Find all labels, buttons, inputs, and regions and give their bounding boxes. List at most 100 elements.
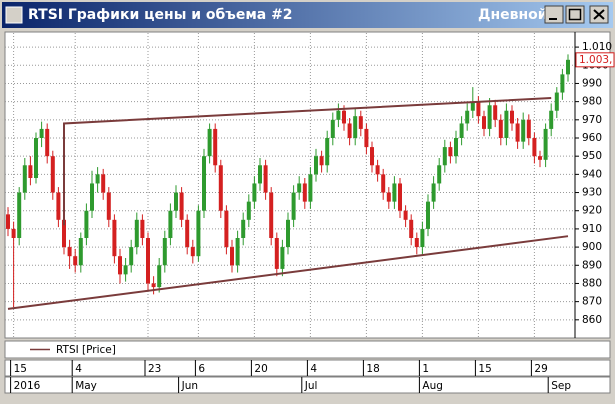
candle-body xyxy=(123,265,128,275)
y-tick-label: 1.010 xyxy=(582,41,612,53)
candle-body xyxy=(213,128,218,166)
candle-body xyxy=(543,128,548,160)
candle-body xyxy=(28,165,33,178)
candle-body xyxy=(263,165,268,193)
month-label: 2016 xyxy=(14,380,41,392)
candle-body xyxy=(34,138,38,178)
minimize-button[interactable] xyxy=(544,5,564,24)
y-tick-label: 960 xyxy=(582,132,602,144)
candle-body xyxy=(521,119,526,142)
candle-body xyxy=(230,247,234,266)
candle-body xyxy=(11,228,16,238)
candle-body xyxy=(325,138,330,166)
candle-body xyxy=(381,174,386,193)
last-price-label: 1.003, xyxy=(579,54,612,66)
candle-body xyxy=(403,210,408,220)
candle-body xyxy=(364,128,369,148)
candle-body xyxy=(45,128,50,157)
y-tick-label: 880 xyxy=(582,277,602,289)
candle-body xyxy=(504,110,509,138)
candle-body xyxy=(190,247,195,257)
candle-body xyxy=(202,156,206,211)
y-tick-label: 990 xyxy=(582,77,602,89)
month-label: Aug xyxy=(422,380,443,392)
x-tick-label: 1 xyxy=(422,363,429,375)
candle-body xyxy=(269,192,274,238)
trendline xyxy=(7,235,569,310)
candle-body xyxy=(465,110,470,124)
candle-body xyxy=(101,174,106,193)
candle-body xyxy=(398,183,402,211)
candle-body xyxy=(291,192,296,220)
month-label: Sep xyxy=(551,380,571,392)
y-tick-label: 890 xyxy=(582,259,602,271)
month-label: May xyxy=(75,380,97,392)
close-button[interactable] xyxy=(589,5,609,24)
y-tick-label: 940 xyxy=(582,168,602,180)
window-title: RTSI Графики цены и объема #2 xyxy=(28,7,293,23)
candle-body xyxy=(140,219,145,238)
candle-body xyxy=(106,192,111,220)
candle-body xyxy=(162,238,167,266)
candle-body xyxy=(90,183,94,211)
plot-area xyxy=(4,31,611,339)
candle-body xyxy=(330,119,335,138)
y-tick-label: 980 xyxy=(582,96,602,108)
candle-body xyxy=(493,105,498,120)
candle-body xyxy=(84,210,89,238)
trendline xyxy=(63,97,552,226)
y-tick-label: 930 xyxy=(582,187,602,199)
candle-body xyxy=(336,110,341,120)
candle-body xyxy=(134,219,139,248)
candle-body xyxy=(207,128,212,157)
candle-body xyxy=(280,247,285,269)
candle-body xyxy=(560,74,565,93)
candle-body xyxy=(22,165,27,193)
candle-body xyxy=(358,116,363,129)
maximize-button[interactable] xyxy=(565,5,585,24)
x-tick-label: 6 xyxy=(198,363,205,375)
candle-body xyxy=(224,210,229,248)
candle-body xyxy=(459,123,464,138)
candle-body xyxy=(151,283,156,288)
period[interactable]: Дневной xyxy=(478,7,548,23)
candle-body xyxy=(118,256,122,275)
candle-body xyxy=(67,247,72,257)
y-tick-label: 910 xyxy=(582,223,602,235)
candle-body xyxy=(241,219,246,238)
candle-body xyxy=(566,59,570,75)
month-axis xyxy=(4,376,611,394)
candle-body xyxy=(347,123,352,138)
candle-body xyxy=(342,110,346,124)
candle-body xyxy=(353,116,358,138)
month-label: Jun xyxy=(181,380,198,392)
candle-body xyxy=(168,210,173,238)
candle-body xyxy=(549,110,554,129)
x-tick-label: 20 xyxy=(254,363,267,375)
candle-body xyxy=(157,265,162,288)
y-tick-label: 970 xyxy=(582,114,602,126)
candle-body xyxy=(62,219,66,248)
candle-body xyxy=(554,92,559,111)
candle-body xyxy=(392,183,397,202)
candle-body xyxy=(426,201,430,229)
y-tick-label: 870 xyxy=(582,296,602,308)
candle-body xyxy=(252,183,257,202)
candle-body xyxy=(470,101,475,111)
candle-body xyxy=(246,201,251,220)
candle-body xyxy=(6,214,10,229)
candle-body xyxy=(526,119,531,138)
y-tick-label: 920 xyxy=(582,205,602,217)
x-tick-label: 29 xyxy=(534,363,547,375)
candle-body xyxy=(274,238,279,269)
candle-body xyxy=(50,156,55,193)
candle-body xyxy=(302,183,307,202)
candle-body xyxy=(17,192,22,238)
candle-body xyxy=(146,238,150,284)
legend-label: RTSI [Price] xyxy=(56,344,116,356)
candle-body xyxy=(409,219,414,238)
x-tick-label: 23 xyxy=(148,363,161,375)
candle-body xyxy=(297,183,302,193)
candle-body xyxy=(532,138,537,157)
